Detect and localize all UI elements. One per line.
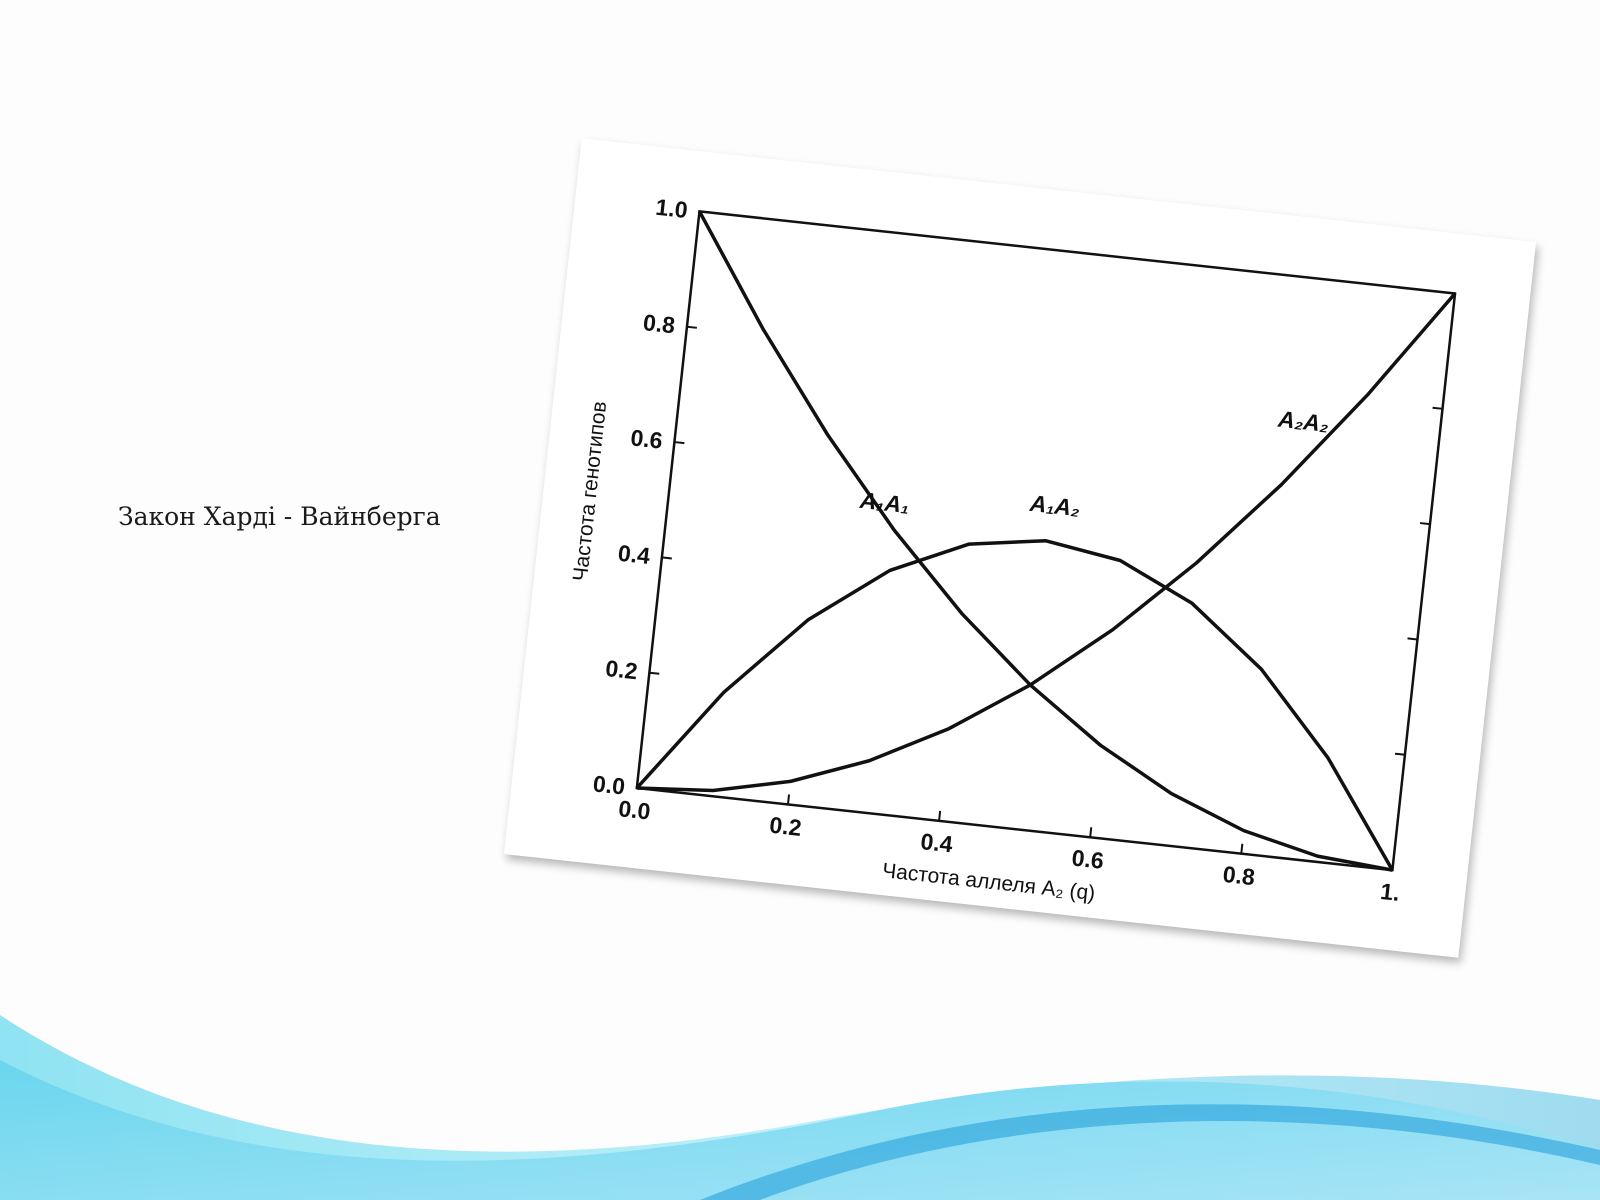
x-tick — [786, 794, 791, 805]
x-tick-label: 0.4 — [919, 828, 954, 857]
y-tick-right — [1407, 637, 1418, 641]
series-label-0: A₁A₁ — [858, 487, 911, 518]
x-tick — [938, 810, 942, 821]
series-label-1: A₁A₂ — [1028, 490, 1082, 521]
x-tick-label: 0.8 — [1222, 861, 1257, 890]
y-tick-right — [1432, 406, 1443, 410]
x-tick-label: 0.6 — [1070, 844, 1105, 873]
y-tick — [686, 325, 697, 329]
wave-shape-mid — [0, 1060, 1600, 1200]
x-tick — [1089, 827, 1093, 838]
chart-series-lines — [635, 210, 1457, 872]
y-axis-label: Частота генотипов — [569, 400, 611, 582]
y-tick-right — [1419, 522, 1431, 526]
y-tick — [674, 441, 685, 445]
y-tick-label: 0.8 — [642, 309, 677, 338]
slide-caption: Закон Харді - Вайнберга — [118, 502, 441, 531]
chart-card: 0.0 0.2 0.4 0.6 0.8 1. 0.0 0.2 0.4 0.6 0.8 1.0 Часто… — [503, 138, 1537, 958]
plot-frame — [635, 210, 1457, 872]
y-tick-label: 0.2 — [604, 655, 639, 684]
y-tick-right — [1394, 752, 1406, 756]
y-tick-label: 1.0 — [654, 194, 689, 223]
chart-labels: 0.0 0.2 0.4 0.6 0.8 1. 0.0 0.2 0.4 0.6 0.8 1.0 Часто… — [569, 194, 1401, 906]
wave-shape-dark — [700, 1104, 1600, 1200]
y-tick-label: 0.0 — [592, 770, 627, 799]
y-tick-label: 0.6 — [629, 424, 664, 453]
series-line-2 — [636, 292, 1457, 793]
x-tick — [1240, 843, 1244, 854]
genotype-frequency-chart: 0.0 0.2 0.4 0.6 0.8 1. 0.0 0.2 0.4 0.6 0.8 1.0 Часто… — [569, 194, 1457, 906]
x-tick-label: 0.0 — [617, 795, 652, 824]
series-label-2: A₂A₂ — [1276, 406, 1330, 437]
y-tick-label: 0.4 — [617, 540, 652, 569]
x-tick-label: 1. — [1379, 878, 1401, 906]
x-axis-label: Частота аллеля A₂ (q) — [881, 859, 1096, 905]
y-tick — [649, 671, 660, 675]
y-tick — [661, 556, 672, 560]
series-line-1 — [635, 539, 1394, 871]
x-tick-label: 0.2 — [768, 812, 803, 841]
